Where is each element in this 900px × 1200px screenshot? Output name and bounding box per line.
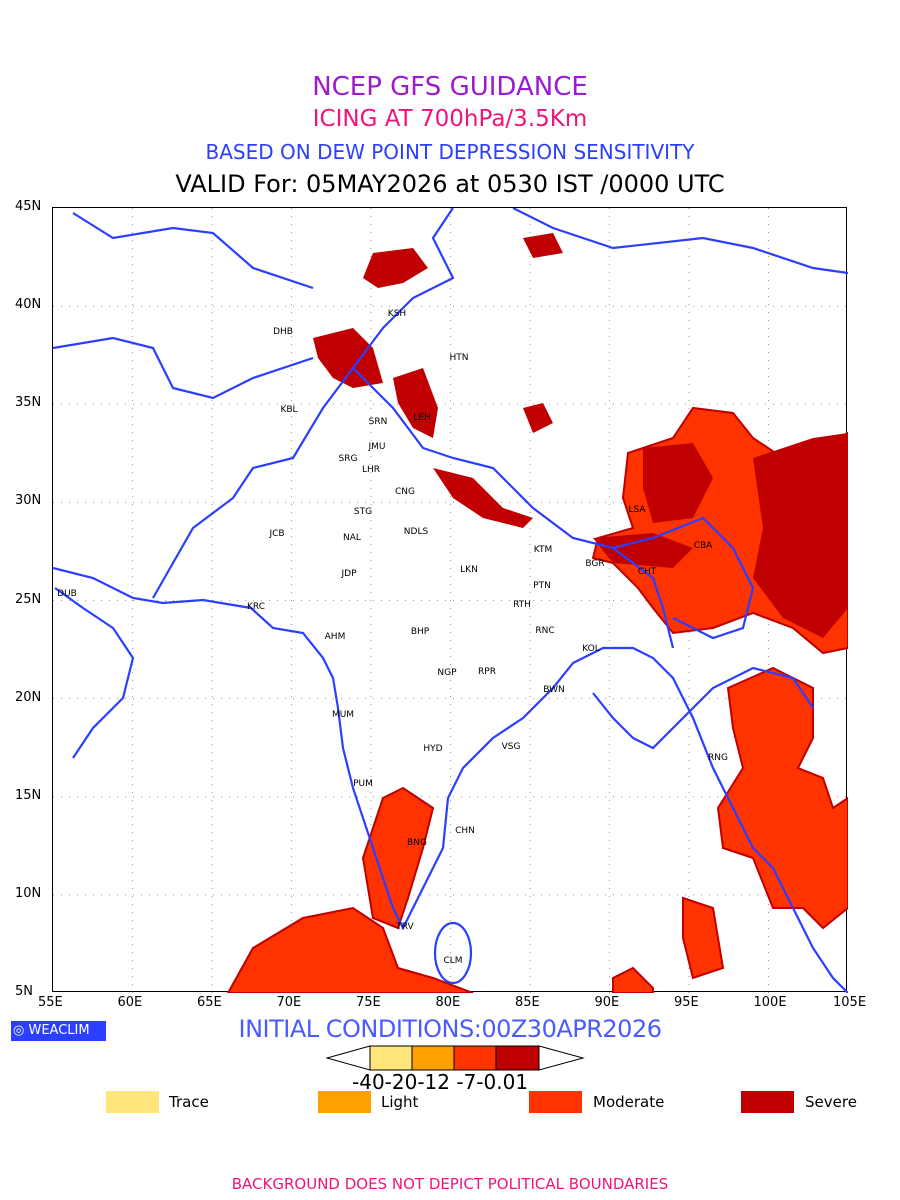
city-label: CBA bbox=[693, 541, 713, 551]
colorbar-segment-light bbox=[411, 1045, 455, 1071]
city-label: AHM bbox=[324, 632, 346, 642]
city-label: RNG bbox=[708, 753, 728, 763]
city-label: SRG bbox=[338, 454, 358, 464]
city-label: LEH bbox=[413, 413, 431, 423]
city-label: BHP bbox=[410, 627, 430, 637]
colorbar-right-arrow bbox=[538, 1045, 585, 1071]
city-label: CHN bbox=[455, 826, 475, 836]
city-label: KBL bbox=[280, 405, 298, 415]
x-tick-label: 85E bbox=[515, 995, 540, 1010]
colorbar-labels: -40-20-12 -7-0.01 bbox=[352, 1070, 529, 1094]
colorbar bbox=[326, 1045, 585, 1071]
city-label: VSG bbox=[501, 742, 521, 752]
city-label: BGR bbox=[585, 559, 605, 569]
colorbar-left-arrow bbox=[326, 1045, 371, 1071]
legend-label-moderate: Moderate bbox=[593, 1093, 665, 1111]
city-label: DHB bbox=[273, 327, 293, 337]
city-label: KSH bbox=[387, 309, 407, 319]
y-tick-label: 25N bbox=[15, 591, 42, 607]
icing-moderate-areas bbox=[226, 406, 848, 993]
city-label: KRC bbox=[247, 602, 265, 612]
city-label: BNG bbox=[407, 838, 427, 848]
city-label: LSA bbox=[628, 505, 646, 515]
y-tick-label: 45N bbox=[15, 199, 42, 214]
city-label: RPR bbox=[478, 667, 496, 677]
legend-label-severe: Severe bbox=[805, 1093, 857, 1111]
x-tick-label: 75E bbox=[356, 995, 381, 1010]
y-tick-label: 20N bbox=[15, 689, 42, 705]
y-tick-label: 35N bbox=[15, 395, 42, 411]
x-tick-label: 95E bbox=[674, 995, 699, 1010]
icing-severe-areas bbox=[313, 233, 848, 638]
city-label: NDLS bbox=[403, 527, 429, 537]
title-method: BASED ON DEW POINT DEPRESSION SENSITIVIT… bbox=[205, 140, 695, 164]
city-label: STG bbox=[353, 507, 373, 517]
city-label: KOL bbox=[582, 644, 600, 654]
city-label: JMU bbox=[368, 442, 386, 452]
map-svg bbox=[53, 208, 848, 993]
colorbar-segment-severe bbox=[495, 1045, 540, 1071]
city-label: DUB bbox=[57, 589, 77, 599]
city-label: RTH bbox=[513, 600, 531, 610]
city-label: PUM bbox=[353, 779, 373, 789]
title-model: NCEP GFS GUIDANCE bbox=[312, 72, 588, 102]
city-label: JDP bbox=[341, 569, 357, 579]
city-label: RNC bbox=[535, 626, 555, 636]
x-tick-label: 55E bbox=[38, 995, 63, 1010]
footer-disclaimer: BACKGROUND DOES NOT DEPICT POLITICAL BOU… bbox=[231, 1175, 669, 1193]
y-tick-label: 40N bbox=[15, 297, 42, 313]
city-label: CHT bbox=[637, 567, 657, 577]
city-label: KTM bbox=[533, 545, 553, 555]
legend-swatch-moderate bbox=[529, 1091, 582, 1113]
y-tick-label: 10N bbox=[15, 885, 42, 901]
title-product: ICING AT 700hPa/3.5Km bbox=[312, 106, 588, 132]
x-tick-label: 100E bbox=[753, 995, 787, 1010]
title-valid-time: VALID For: 05MAY2026 at 0530 IST /0000 U… bbox=[175, 170, 725, 198]
initial-conditions: INITIAL CONDITIONS:00Z30APR2026 bbox=[238, 1015, 663, 1043]
city-label: HTN bbox=[449, 353, 469, 363]
logo-text: WEACLIM bbox=[28, 1023, 90, 1038]
city-label: NAL bbox=[343, 533, 361, 543]
x-tick-label: 65E bbox=[197, 995, 222, 1010]
x-tick-label: 60E bbox=[117, 995, 143, 1010]
city-label: LHR bbox=[361, 465, 381, 475]
legend-swatch-severe bbox=[741, 1091, 794, 1113]
legend-label-light: Light bbox=[381, 1093, 419, 1111]
city-label: SRN bbox=[368, 417, 388, 427]
city-label: CNG bbox=[395, 487, 415, 497]
y-tick-label: 15N bbox=[15, 787, 42, 803]
y-tick-label: 5N bbox=[15, 984, 33, 999]
city-label: BWN bbox=[543, 685, 565, 695]
city-label: CLM bbox=[443, 956, 463, 966]
city-label: HYD bbox=[423, 744, 443, 754]
city-label: TRV bbox=[396, 922, 414, 932]
x-tick-label: 105E bbox=[833, 995, 867, 1010]
legend-swatch-light bbox=[318, 1091, 371, 1113]
x-tick-label: 70E bbox=[276, 995, 302, 1010]
city-label: PTN bbox=[533, 581, 551, 591]
colorbar-segment-trace bbox=[369, 1045, 413, 1071]
legend-swatch-trace bbox=[106, 1091, 159, 1113]
x-tick-label: 80E bbox=[435, 995, 461, 1010]
map-panel: KSH DHB HTN KBL SRN LEH JMU SRG LHR CNG … bbox=[52, 207, 848, 993]
city-label: JCB bbox=[269, 529, 285, 539]
colorbar-segment-moderate bbox=[453, 1045, 497, 1071]
coastlines-and-borders bbox=[53, 208, 848, 993]
x-tick-label: 90E bbox=[594, 995, 620, 1010]
weaclim-logo: ◎ WEACLIM bbox=[11, 1021, 106, 1041]
city-label: LKN bbox=[460, 565, 478, 575]
y-tick-label: 30N bbox=[15, 493, 42, 509]
city-label: MUM bbox=[331, 710, 355, 720]
legend-label-trace: Trace bbox=[169, 1093, 209, 1111]
city-label: NGP bbox=[437, 668, 457, 678]
